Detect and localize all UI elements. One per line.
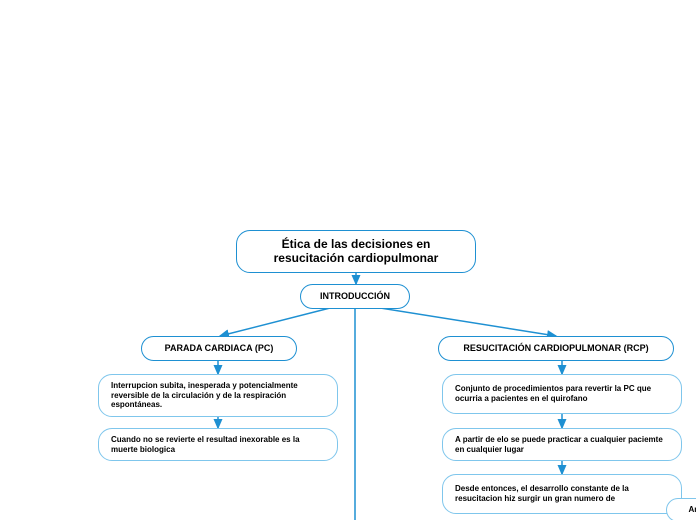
node-label: Conjunto de procedimientos para revertir… xyxy=(455,384,669,403)
node-label: RESUCITACIÓN CARDIOPULMONAR (RCP) xyxy=(463,343,648,354)
node-label: A partir de elo se puede practicar a cua… xyxy=(455,435,669,454)
node-label: Ana xyxy=(688,505,696,515)
node-rcp2[interactable]: A partir de elo se puede practicar a cua… xyxy=(442,428,682,461)
node-label: PARADA CARDIACA (PC) xyxy=(165,343,274,354)
node-label: Cuando no se revierte el resultad inexor… xyxy=(111,435,325,454)
node-label: INTRODUCCIÓN xyxy=(320,291,390,302)
node-ana[interactable]: Ana xyxy=(666,498,696,520)
node-pc1[interactable]: Interrupcion subita, inesperada y potenc… xyxy=(98,374,338,417)
node-label: Desde entonces, el desarrollo constante … xyxy=(455,484,669,503)
node-pc2[interactable]: Cuando no se revierte el resultad inexor… xyxy=(98,428,338,461)
node-intro[interactable]: INTRODUCCIÓN xyxy=(300,284,410,309)
node-label: Interrupcion subita, inesperada y potenc… xyxy=(111,381,325,410)
edge xyxy=(380,308,556,336)
node-label: Ética de las decisiones en resucitación … xyxy=(249,237,463,266)
node-root[interactable]: Ética de las decisiones en resucitación … xyxy=(236,230,476,273)
node-rcp1[interactable]: Conjunto de procedimientos para revertir… xyxy=(442,374,682,414)
edge xyxy=(220,308,330,336)
node-rcp[interactable]: RESUCITACIÓN CARDIOPULMONAR (RCP) xyxy=(438,336,674,361)
node-pc[interactable]: PARADA CARDIACA (PC) xyxy=(141,336,297,361)
node-rcp3[interactable]: Desde entonces, el desarrollo constante … xyxy=(442,474,682,514)
